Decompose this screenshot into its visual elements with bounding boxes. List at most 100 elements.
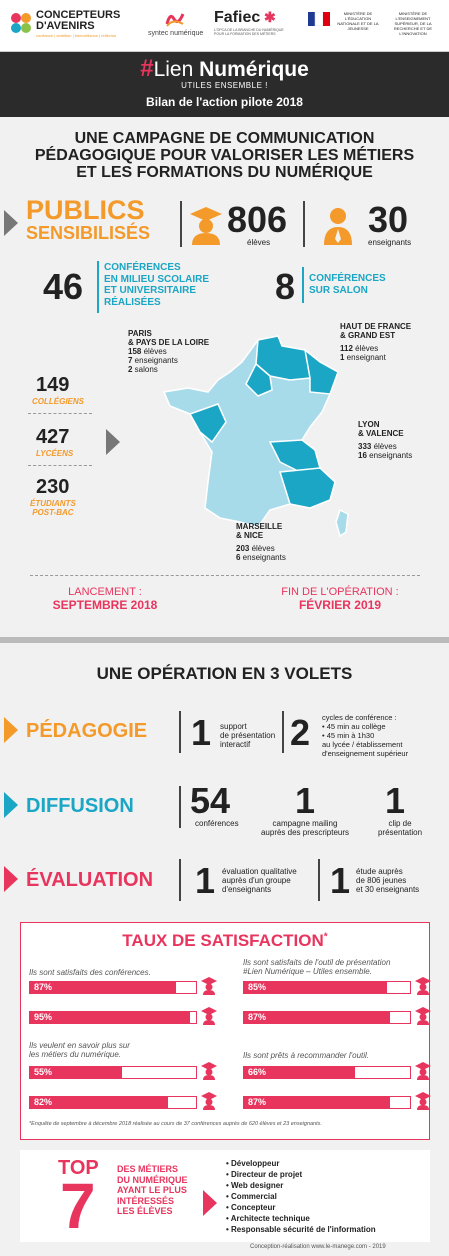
divider xyxy=(28,413,92,414)
job-item: • Architecte technique xyxy=(226,1214,310,1223)
job-item: • Développeur xyxy=(226,1159,280,1168)
evaluation-count-2: 1 xyxy=(330,860,351,901)
concepteurs-logo-icon xyxy=(10,12,32,34)
satisfaction-bar: 85% xyxy=(244,981,387,994)
pedagogie-text-2: cycles de conférence : • 45 min au collèg… xyxy=(322,713,409,758)
satisfaction-bar-track: 66% xyxy=(243,1066,411,1079)
concepteurs-name-2: D'AVENIRS xyxy=(36,20,95,32)
teacher-icon xyxy=(322,205,354,245)
satisfaction-footnote: *Enquête de septembre à décembre 2018 ré… xyxy=(29,1121,322,1127)
job-item: • Web designer xyxy=(226,1181,284,1190)
top7-arrow-icon xyxy=(203,1190,217,1216)
top-label: TOP xyxy=(58,1157,99,1179)
concepteurs-name-1: CONCEPTEURS xyxy=(36,9,121,21)
divider xyxy=(179,711,181,753)
diffusion-arrow-icon xyxy=(4,792,18,818)
graduate-icon xyxy=(201,1007,217,1025)
graduate-icon xyxy=(201,1062,217,1080)
publics-arrow-icon xyxy=(4,210,18,236)
banner-bilan: Bilan de l'action pilote 2018 xyxy=(146,95,303,109)
job-item: • Commercial xyxy=(226,1192,277,1201)
collegiens-count: 149 xyxy=(36,374,70,396)
ministere-enseignement: MINISTÈRE DE L'ENSEIGNEMENT SUPÉRIEUR, D… xyxy=(393,11,433,36)
evaluation-arrow-icon xyxy=(4,866,18,892)
satisfaction-box: TAUX DE SATISFACTION* Ils sont satisfait… xyxy=(20,922,431,1140)
divider xyxy=(303,201,305,247)
hash-symbol: # xyxy=(140,55,154,82)
divider xyxy=(282,711,284,753)
graduate-icon xyxy=(415,1092,431,1110)
end-date: FÉVRIER 2019 xyxy=(298,598,382,612)
job-item: • Concepteur xyxy=(226,1203,276,1212)
satisfaction-bar: 87% xyxy=(30,981,177,994)
graduate-icon xyxy=(415,977,431,995)
section-separator xyxy=(0,637,449,643)
launch-date: SEPTEMBRE 2018 xyxy=(52,598,158,612)
job-item: • Responsable sécurité de l'information xyxy=(226,1225,376,1234)
region-marseille: MARSEILLE & NICE 203 élèves 6 enseignants xyxy=(236,522,286,562)
question-conferences: Ils sont satisfaits des conférences. xyxy=(29,968,151,977)
france-map xyxy=(160,332,370,547)
evaluation-count-1: 1 xyxy=(195,860,216,901)
divider xyxy=(180,201,182,247)
conferences-school-count: 46 xyxy=(43,266,84,307)
pedagogie-title: PÉDAGOGIE xyxy=(26,720,148,742)
campaign-title: UNE CAMPAGNE DE COMMUNICATION PÉDAGOGIQU… xyxy=(0,130,449,181)
campaign-title-line3: ET LES FORMATIONS DU NUMÉRIQUE xyxy=(76,164,373,181)
divider xyxy=(179,859,181,901)
enseignants-label: enseignants xyxy=(368,238,412,247)
satisfaction-bar: 95% xyxy=(30,1011,190,1024)
question-recommander: Ils sont prêts à recommander l'outil. xyxy=(243,1051,370,1060)
job-item: • Directeur de projet xyxy=(226,1170,303,1179)
divider xyxy=(302,267,304,303)
region-lyon: LYON & VALENCE 333 élèves 16 enseignants xyxy=(358,420,413,460)
diffusion-count-3: 1 xyxy=(385,780,406,821)
campaign-section: UNE CAMPAGNE DE COMMUNICATION PÉDAGOGIQU… xyxy=(0,117,449,637)
diffusion-text-2: campagne mailing auprès des prescripteurs xyxy=(260,819,350,837)
student-icon xyxy=(188,205,224,245)
pedagogie-arrow-icon xyxy=(4,717,18,743)
etudiants-count: 230 xyxy=(36,476,70,498)
fafiec-name: Fafiec xyxy=(214,9,261,26)
levels-arrow-icon xyxy=(106,429,120,455)
eleves-label: élèves xyxy=(247,238,271,247)
satisfaction-bar-track: 95% xyxy=(29,1011,197,1024)
title-numerique: Numérique xyxy=(199,58,309,81)
pedagogie-count-2: 2 xyxy=(290,712,311,753)
satisfaction-bar-track: 82% xyxy=(29,1096,197,1109)
diffusion-count-1: 54 xyxy=(190,780,231,821)
credit: Conception-réalisation www.le-manege.com… xyxy=(250,1244,386,1250)
top7-description: DES MÉTIERS DU NUMÉRIQUE AYANT LE PLUS INTÉ… xyxy=(117,1164,188,1216)
volets-title: UNE OPÉRATION EN 3 VOLETS xyxy=(96,664,353,683)
pedagogie-text-1: support de présentation interactif xyxy=(220,722,276,749)
marianne-flag-icon xyxy=(308,11,330,27)
satisfaction-bar-track: 85% xyxy=(243,981,411,994)
logo-bar: CONCEPTEURS D'AVENIRS confiance | ambiti… xyxy=(0,0,449,52)
region-hdf: HAUT DE FRANCE & GRAND EST 112 élèves 1 e… xyxy=(340,322,412,362)
campaign-title-line1: UNE CAMPAGNE DE COMMUNICATION xyxy=(74,130,375,147)
satisfaction-bar-track: 55% xyxy=(29,1066,197,1079)
collegiens-label: COLLÉGIENS xyxy=(32,397,85,406)
satisfaction-bar-track: 87% xyxy=(243,1011,411,1024)
eleves-count: 806 xyxy=(227,199,288,240)
question-metiers: Ils veulent en savoir plus sur les métier… xyxy=(29,1041,130,1059)
diffusion-title: DIFFUSION xyxy=(26,795,134,817)
header-banner: #Lien Numérique UTILES ENSEMBLE ! Bilan … xyxy=(0,52,449,117)
jobs-list: • Développeur • Directeur de projet • We… xyxy=(226,1158,376,1235)
campaign-title-line2: PÉDAGOGIQUE POUR VALORISER LES MÉTIERS xyxy=(34,147,415,164)
title-lien: Lien xyxy=(153,58,200,81)
launch-label: LANCEMENT : xyxy=(68,586,142,598)
lyceens-label: LYCÉENS xyxy=(36,449,74,458)
divider xyxy=(28,465,92,466)
publics-title-1: PUBLICS xyxy=(26,195,145,225)
satisfaction-bar: 87% xyxy=(244,1011,391,1024)
conferences-salon-count: 8 xyxy=(275,266,296,307)
satisfaction-bar: 82% xyxy=(30,1096,168,1109)
syntec-name: syntec numérique xyxy=(148,30,204,37)
banner-title: #Lien Numérique xyxy=(0,55,449,82)
syntec-logo-icon xyxy=(165,10,185,28)
fafiec-star-icon: ✱ xyxy=(264,9,276,25)
top-number: 7 xyxy=(60,1170,96,1242)
evaluation-text-1: évaluation qualitative auprès d'un groupe… xyxy=(222,867,297,894)
conferences-school-label: CONFÉRENCES EN MILIEU SCOLAIRE ET UNIVERSI… xyxy=(104,262,210,308)
